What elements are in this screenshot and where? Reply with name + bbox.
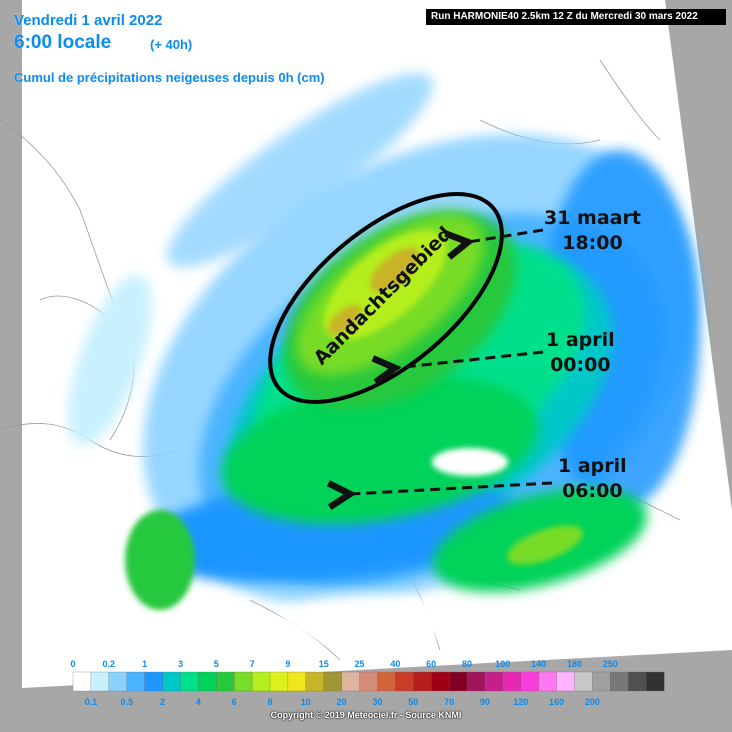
legend-swatch [592, 671, 611, 692]
legend-swatch [180, 671, 199, 692]
legend-top-label: 40 [390, 659, 401, 669]
legend-swatch [269, 671, 289, 692]
arrow-3-label: 1 april 06:00 [558, 454, 627, 504]
legend-top-label: 140 [531, 659, 547, 669]
legend-swatch [305, 671, 325, 692]
legend-top-label: 7 [249, 659, 255, 669]
title-date: Vendredi 1 avril 2022 [14, 12, 163, 29]
legend-swatch [556, 671, 575, 692]
legend-swatch [126, 671, 146, 692]
legend-swatch [395, 671, 414, 692]
arrow-3-date: 1 april [558, 455, 627, 477]
legend-swatch [216, 671, 235, 692]
legend-top-label: 5 [213, 659, 219, 669]
legend-bottom-label: 10 [300, 697, 311, 707]
legend-swatch [144, 671, 163, 692]
legend-swatch [198, 671, 217, 692]
legend-swatch [502, 671, 522, 692]
legend-swatch [645, 671, 665, 692]
arrow-2-time: 00:00 [550, 354, 611, 376]
arrow-2 [395, 350, 544, 368]
legend-swatch [520, 671, 540, 692]
legend-bottom-label: 2 [160, 697, 166, 707]
legend-top-label: 1 [142, 659, 148, 669]
title-offset: (+ 40h) [150, 37, 193, 52]
legend-top-label: 80 [461, 659, 472, 669]
legend-bottom-label: 200 [584, 697, 600, 707]
snow-field [68, 73, 700, 650]
legend-swatch [90, 671, 110, 692]
arrow-1-time: 18:00 [562, 232, 623, 254]
subtitle: Cumul de précipitations neigeuses depuis… [14, 70, 325, 85]
arrow-1 [468, 228, 544, 242]
title-time: 6:00 locale [14, 32, 112, 53]
legend-swatch [108, 671, 128, 692]
legend-swatch [234, 671, 253, 692]
legend-bottom-label: 6 [231, 697, 237, 707]
attention-area-ellipse [268, 192, 504, 404]
legend-top-label: 25 [354, 659, 365, 669]
legend-top-label: 0 [70, 659, 76, 669]
legend-top-label: 15 [318, 659, 329, 669]
legend-swatch [287, 671, 307, 692]
legend-bottom-label: 4 [195, 697, 201, 707]
legend-swatch [341, 671, 361, 692]
legend-top-label: 0.2 [102, 659, 116, 669]
legend-swatch [431, 671, 450, 692]
run-info: Run HARMONIE40 2.5km 12 Z du Mercredi 30… [426, 9, 726, 25]
legend-bottom-label: 8 [267, 697, 273, 707]
legend-swatch [323, 671, 343, 692]
legend-bottom-label: 160 [549, 697, 565, 707]
legend-swatch [162, 671, 181, 692]
legend-swatch [448, 671, 468, 692]
legend-swatch [538, 671, 558, 692]
legend-color-bar [72, 671, 665, 692]
legend-bottom-label: 70 [444, 697, 455, 707]
arrow-1-date: 31 maart [544, 207, 641, 229]
legend-bottom-label: 0.1 [84, 697, 98, 707]
legend-bottom-label: 30 [372, 697, 383, 707]
legend-swatch [72, 671, 92, 692]
legend-swatch [413, 671, 432, 692]
copyright: Copyright © 2019 Meteociel.fr - Source K… [270, 710, 462, 720]
legend-swatch [628, 671, 647, 692]
legend-swatch [377, 671, 396, 692]
legend-swatch [610, 671, 629, 692]
legend-top-label: 60 [426, 659, 437, 669]
legend-top-label: 100 [495, 659, 511, 669]
arrow-2-date: 1 april [546, 329, 615, 351]
arrow-1-label: 31 maart 18:00 [544, 206, 641, 256]
legend-bottom-label: 20 [336, 697, 347, 707]
legend-bottom-label: 90 [479, 697, 490, 707]
legend-swatch [466, 671, 486, 692]
legend-swatch [574, 671, 593, 692]
arrow-2-label: 1 april 00:00 [546, 328, 615, 378]
legend-top-label: 250 [602, 659, 618, 669]
legend-bottom-label: 120 [513, 697, 529, 707]
legend-swatch [484, 671, 504, 692]
legend-bottom-label: 50 [408, 697, 419, 707]
legend-bottom-label: 0.5 [120, 697, 133, 707]
legend-top-label: 9 [285, 659, 291, 669]
arrow-3-time: 06:00 [562, 480, 623, 502]
arrow-3 [350, 483, 553, 494]
legend-top-label: 180 [566, 659, 582, 669]
legend-swatch [251, 671, 271, 692]
legend-swatch [359, 671, 378, 692]
legend-top-label: 3 [177, 659, 183, 669]
